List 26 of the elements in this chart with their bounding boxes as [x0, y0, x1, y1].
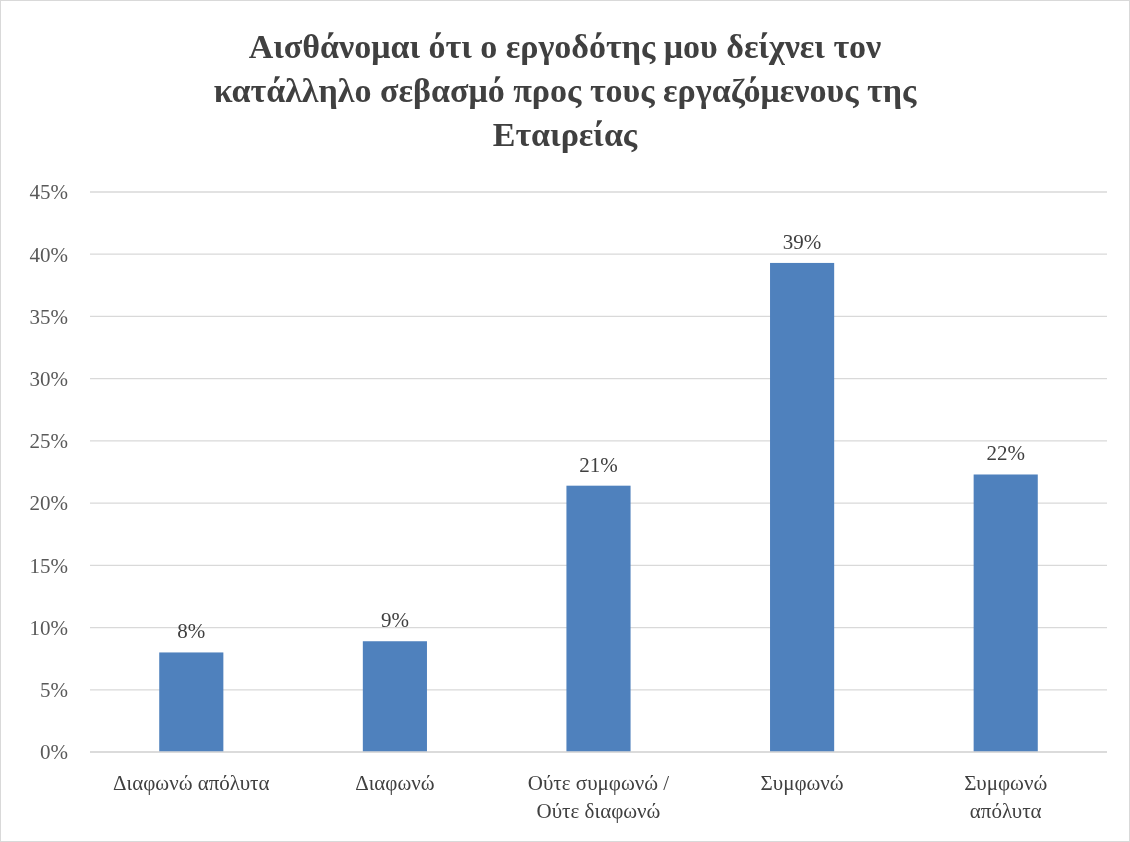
x-tick-label: Διαφωνώ	[355, 771, 435, 795]
data-label: 9%	[380, 608, 409, 633]
y-tick-label: 25%	[29, 429, 68, 454]
y-tick-label: 0%	[40, 740, 68, 765]
x-tick-label: Συμφωνώ απόλυτα	[964, 771, 1048, 823]
data-label: 22%	[986, 441, 1025, 466]
data-label: 8%	[177, 619, 206, 644]
y-tick-label: 10%	[29, 615, 68, 640]
y-tick-label: 45%	[29, 180, 68, 205]
y-tick-label: 20%	[29, 491, 68, 516]
y-tick-label: 40%	[29, 242, 68, 267]
chart-title: Αισθάνομαι ότι ο εργοδότης μου δείχνει τον κατάλληλο σεβασμό προς τους εργαζόμενους της Εταιρείας	[213, 28, 918, 153]
y-tick-label: 30%	[29, 367, 68, 392]
data-label: 21%	[579, 452, 618, 477]
bar	[159, 652, 224, 752]
y-tick-label: 5%	[40, 678, 68, 703]
x-tick-label: Ούτε συμφωνώ / Ούτε διαφωνώ	[527, 771, 670, 823]
bar	[973, 474, 1038, 752]
bar	[362, 641, 427, 752]
x-tick-label: Συμφωνώ	[760, 771, 844, 795]
bar	[770, 262, 835, 752]
y-tick-label: 35%	[29, 304, 68, 329]
data-label: 39%	[782, 229, 822, 254]
x-tick-label: Διαφωνώ απόλυτα	[113, 771, 270, 795]
y-tick-label: 15%	[29, 553, 68, 578]
bar	[566, 485, 631, 752]
